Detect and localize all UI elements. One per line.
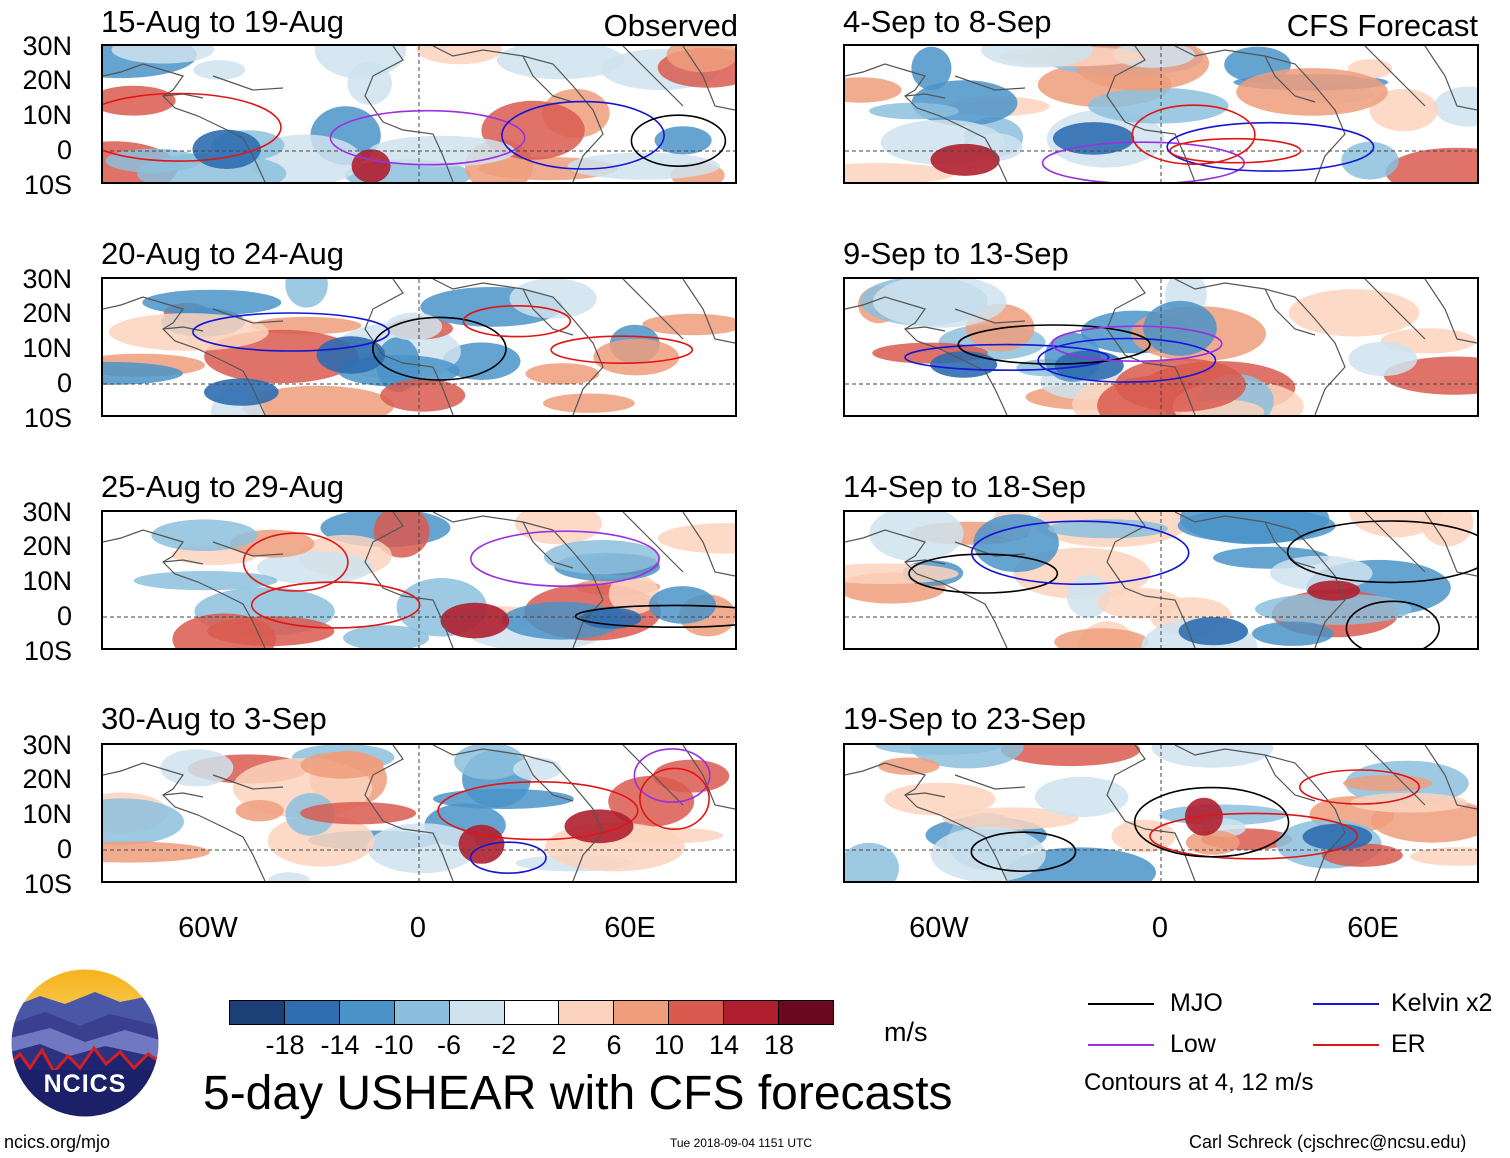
panel-title: 20-Aug to 24-Aug: [101, 236, 345, 271]
y-tick-label: 20N: [22, 298, 72, 328]
panel-title: 30-Aug to 3-Sep: [101, 701, 327, 736]
colorbar-units: m/s: [884, 1017, 928, 1047]
colorbar-swatch: [778, 1000, 834, 1025]
author-credit: Carl Schreck (cjschrec@ncsu.edu): [1189, 1132, 1467, 1152]
y-tick-label: 30N: [22, 497, 72, 527]
colorbar-swatch: [723, 1000, 780, 1025]
colorbar-swatch: [668, 1000, 725, 1025]
colorbar-tick: -2: [491, 1030, 516, 1060]
colorbar-swatch: [503, 1000, 560, 1025]
forecast-heading: CFS Forecast: [1286, 8, 1478, 43]
legend-swatch-mjo: [1088, 1003, 1154, 1005]
ncics-logo: NCICS: [10, 968, 160, 1118]
legend-swatch-low: [1088, 1044, 1154, 1046]
legend-swatch-kelvin: [1313, 1003, 1379, 1005]
x-tick-label: 0: [1151, 912, 1169, 944]
colorbar-tick: 18: [763, 1030, 795, 1060]
x-tick-label: 60E: [604, 912, 656, 944]
y-tick-label: 10N: [22, 566, 72, 596]
x-tick-label: 60W: [178, 912, 238, 944]
legend-label: Kelvin x2: [1391, 989, 1493, 1017]
observed-heading: Observed: [603, 8, 738, 43]
timestamp: Tue 2018-09-04 1151 UTC: [670, 1136, 813, 1150]
ncics-logo-text: NCICS: [43, 1070, 127, 1098]
y-tick-label: 10N: [22, 100, 72, 130]
colorbar-tick: -14: [320, 1030, 360, 1060]
colorbar-swatch: [448, 1000, 505, 1025]
map-panel: [843, 510, 1479, 650]
panel-title: 14-Sep to 18-Sep: [843, 469, 1087, 504]
y-tick-label: 10S: [23, 636, 72, 666]
website-link[interactable]: ncics.org/mjo: [4, 1132, 111, 1152]
y-tick-label: 0: [56, 601, 72, 631]
y-tick-label: 0: [56, 368, 72, 398]
map-panel: [101, 44, 737, 184]
colorbar-tick: 10: [653, 1030, 685, 1060]
map-field: [103, 279, 735, 415]
panel-title: 19-Sep to 23-Sep: [843, 701, 1087, 736]
panel-title: 15-Aug to 19-Aug: [101, 4, 345, 39]
map-field: [845, 512, 1477, 648]
contour-note: Contours at 4, 12 m/s: [1084, 1069, 1314, 1096]
colorbar-swatch: [283, 1000, 340, 1025]
colorbar-tick: 14: [708, 1030, 740, 1060]
figure-title: 5-day USHEAR with CFS forecasts: [203, 1067, 953, 1120]
y-tick-label: 10N: [22, 333, 72, 363]
y-tick-label: 10S: [23, 170, 72, 200]
legend-swatch-er: [1313, 1044, 1379, 1046]
y-tick-label: 10S: [23, 403, 72, 433]
legend-label: ER: [1391, 1030, 1426, 1058]
map-field: [845, 279, 1477, 415]
legend-label: Low: [1170, 1030, 1216, 1058]
colorbar-swatch: [393, 1000, 450, 1025]
map-panel: [101, 743, 737, 883]
colorbar-tick: -18: [265, 1030, 305, 1060]
y-tick-label: 0: [56, 834, 72, 864]
colorbar-swatch: [229, 1000, 285, 1025]
colorbar-tick: -6: [436, 1030, 461, 1060]
colorbar-swatch: [338, 1000, 395, 1025]
y-tick-label: 20N: [22, 531, 72, 561]
y-tick-label: 30N: [22, 264, 72, 294]
map-field: [845, 46, 1477, 182]
map-field: [103, 745, 735, 881]
panel-title: 9-Sep to 13-Sep: [843, 236, 1069, 271]
y-tick-label: 20N: [22, 65, 72, 95]
panel-title: 4-Sep to 8-Sep: [843, 4, 1052, 39]
colorbar-tick: 2: [551, 1030, 567, 1060]
map-panel: [101, 277, 737, 417]
x-tick-label: 60W: [909, 912, 969, 944]
map-panel: [843, 44, 1479, 184]
colorbar-swatch: [558, 1000, 615, 1025]
y-tick-label: 30N: [22, 730, 72, 760]
y-tick-label: 30N: [22, 31, 72, 61]
legend-label: MJO: [1170, 989, 1223, 1017]
map-panel: [843, 743, 1479, 883]
colorbar-tick: -10: [374, 1030, 414, 1060]
y-tick-label: 0: [56, 135, 72, 165]
map-field: [103, 46, 735, 182]
y-tick-label: 10S: [23, 869, 72, 899]
map-panel: [101, 510, 737, 650]
map-field: [103, 512, 735, 648]
y-tick-label: 20N: [22, 764, 72, 794]
map-panel: [843, 277, 1479, 417]
colorbar-tick: 6: [606, 1030, 622, 1060]
map-field: [845, 745, 1477, 881]
panel-title: 25-Aug to 29-Aug: [101, 469, 345, 504]
colorbar-swatches: [229, 1000, 834, 1025]
y-tick-label: 10N: [22, 799, 72, 829]
colorbar-swatch: [613, 1000, 670, 1025]
x-tick-label: 60E: [1347, 912, 1399, 944]
x-tick-label: 0: [409, 912, 427, 944]
